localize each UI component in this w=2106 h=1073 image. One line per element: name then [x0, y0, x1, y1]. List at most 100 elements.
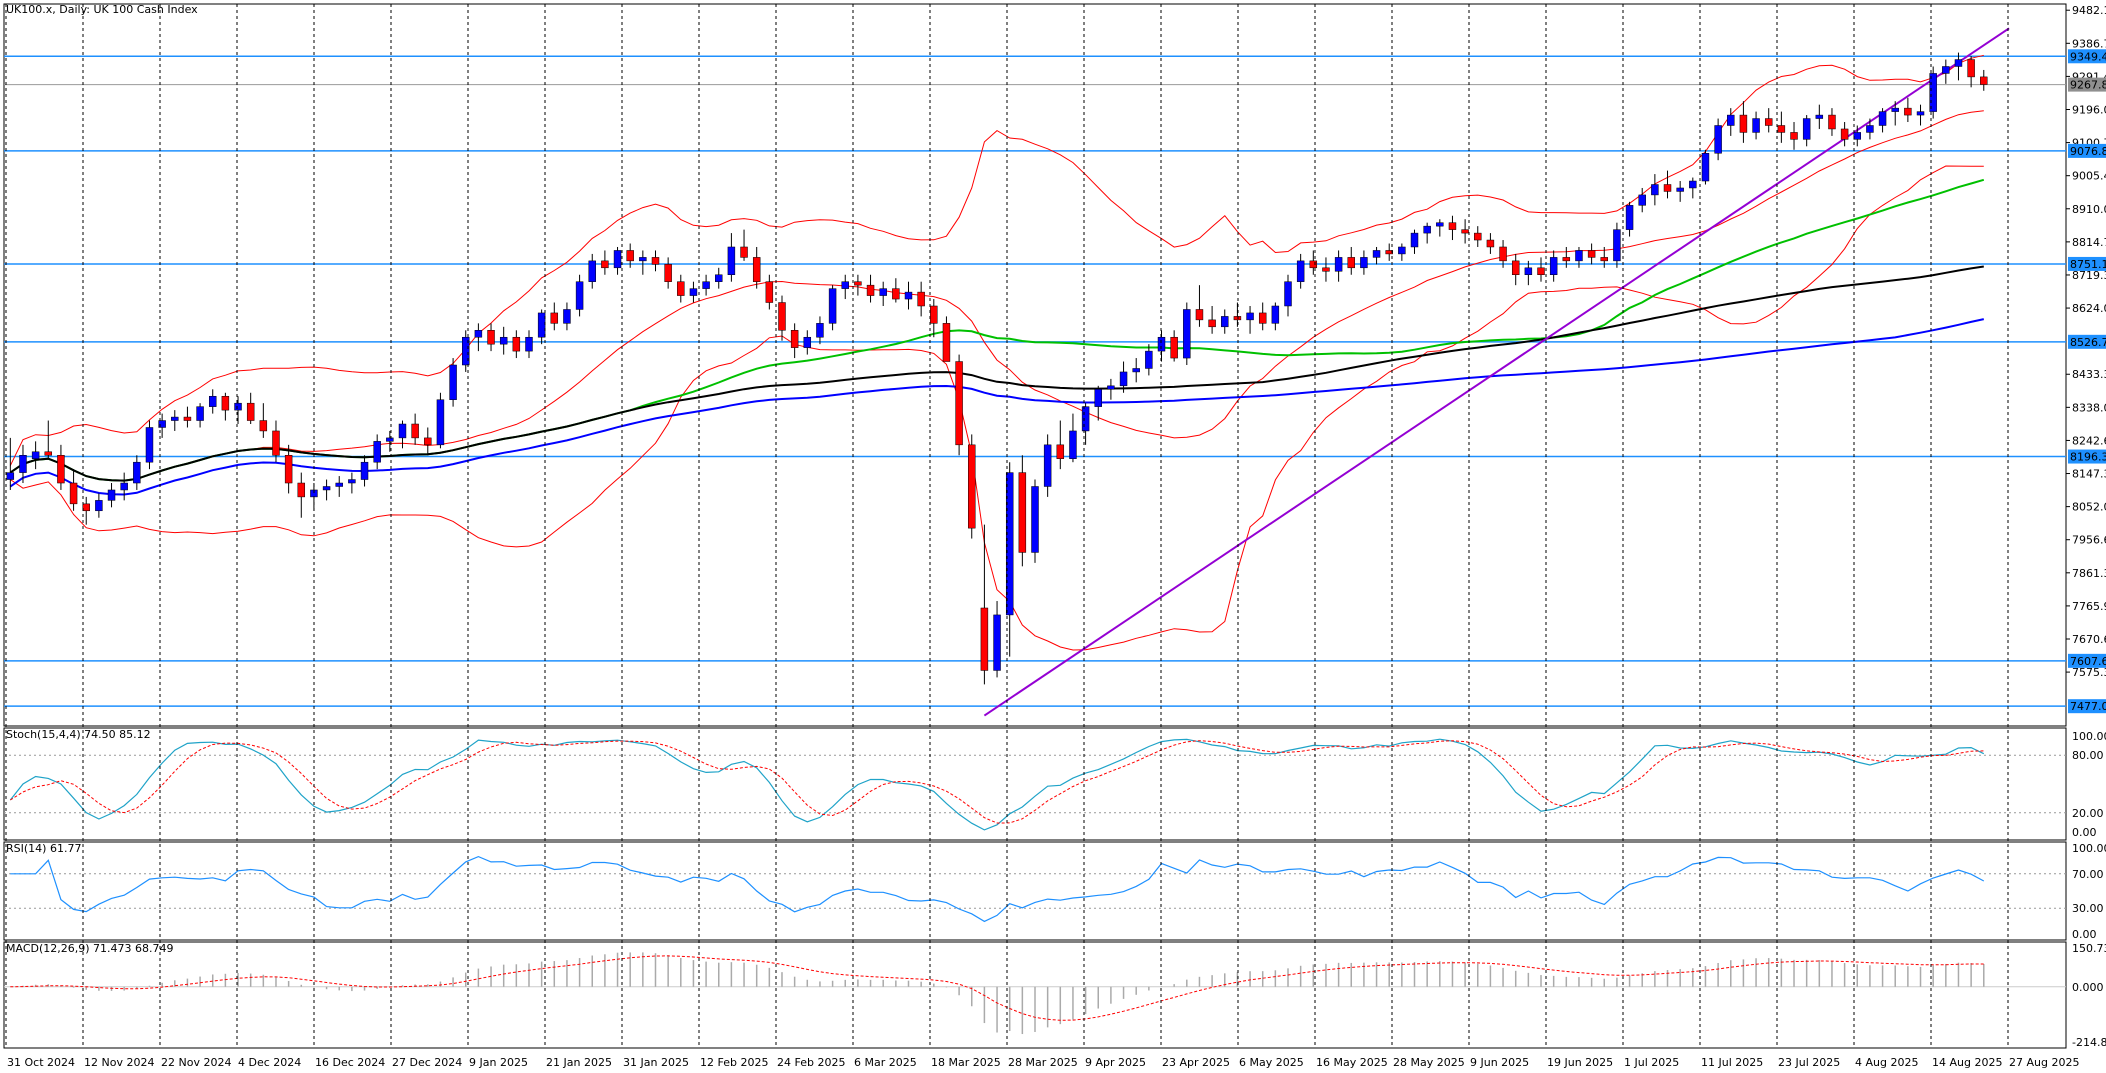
candle-body [1221, 316, 1229, 328]
candle-body [1410, 232, 1419, 248]
candle-body [171, 416, 179, 421]
candle-body [1524, 267, 1533, 275]
candle-body [31, 451, 40, 459]
level-price-label: 8751.14 [2070, 258, 2106, 271]
candle-body [386, 437, 394, 442]
current-price-label: 9267.80 [2070, 79, 2106, 92]
level-price-label: 7477.09 [2070, 700, 2106, 713]
candle-body [854, 281, 862, 286]
bollinger-middle-line [10, 110, 1984, 482]
candle-body [1562, 257, 1571, 262]
candle-body [702, 281, 710, 289]
candle-body [1208, 319, 1216, 328]
candle-body [1258, 312, 1267, 324]
x-tick-label: 16 Dec 2024 [315, 1056, 385, 1069]
candle-body [1157, 336, 1166, 352]
candle-body [1309, 260, 1318, 269]
candle-body [196, 406, 204, 421]
price-pane[interactable] [3, 3, 2067, 727]
stoch-tick-label: 0.00 [2072, 826, 2097, 839]
candle-body [1334, 257, 1343, 272]
price-tick-label: 9005.40 [2072, 170, 2106, 183]
candle-body [449, 364, 457, 400]
rsi-tick-label: 30.00 [2072, 902, 2104, 915]
candle-body [525, 336, 533, 352]
price-tick-label: 7861.32 [2072, 567, 2106, 580]
candle-body [955, 361, 963, 446]
candle-body [1119, 371, 1128, 387]
candle-body [1107, 385, 1115, 390]
candle-body [1929, 73, 1937, 112]
candle-body [284, 455, 293, 484]
candle-body [1676, 187, 1684, 192]
candle-body [752, 257, 761, 282]
candle-body [1764, 118, 1773, 126]
candle-body [499, 336, 508, 345]
x-tick-label: 6 May 2025 [1239, 1056, 1304, 1069]
candle-body [1600, 257, 1608, 262]
price-tick-label: 8433.36 [2072, 368, 2106, 381]
candle-body [1980, 76, 1988, 85]
candle-body [980, 607, 989, 671]
candle-body [1183, 309, 1191, 359]
stoch-tick-label: 80.00 [2072, 749, 2104, 762]
price-tick-label: 8719.38 [2072, 269, 2106, 282]
candle-body [1638, 194, 1646, 206]
price-tick-label: 9196.08 [2072, 103, 2106, 116]
rsi-pane[interactable] [3, 841, 2067, 941]
candle-body [19, 455, 27, 473]
x-tick-label: 28 May 2025 [1393, 1056, 1465, 1069]
x-tick-label: 6 Mar 2025 [854, 1056, 917, 1069]
level-price-box [2068, 449, 2106, 464]
candle-body [1777, 125, 1786, 133]
candle-body [1145, 350, 1153, 369]
candle-body [550, 312, 559, 324]
x-tick-label: 27 Dec 2024 [392, 1056, 462, 1069]
x-tick-label: 31 Oct 2024 [7, 1056, 75, 1069]
candle-body [221, 395, 230, 411]
price-tick-label: 9482.10 [2072, 4, 2106, 17]
candle-body [487, 330, 495, 345]
candle-body [866, 284, 875, 296]
candle-body [1537, 267, 1545, 275]
price-tick-label: 7670.64 [2072, 633, 2106, 646]
candle-body [904, 291, 913, 300]
candle-body [1056, 444, 1065, 459]
rsi-label: RSI(14) 61.77 [6, 842, 81, 855]
candle-body [348, 479, 356, 484]
candle-body [917, 291, 925, 307]
ma-blue-line [9, 318, 1985, 496]
level-price-box [2068, 49, 2106, 64]
bollinger-lower-line [10, 165, 1984, 651]
candle-body [1663, 184, 1672, 192]
candle-body [1815, 114, 1824, 119]
candle-body [398, 423, 407, 439]
candle-body [1575, 250, 1583, 262]
macd-border [3, 941, 2067, 1049]
candle-body [563, 309, 571, 324]
level-price-box [2068, 334, 2106, 349]
stoch-border [3, 727, 2067, 841]
candle-body [297, 482, 306, 498]
x-tick-label: 22 Nov 2024 [161, 1056, 231, 1069]
level-price-label: 8526.79 [2070, 336, 2106, 349]
ma-black-line [9, 265, 1984, 482]
candle-body [1322, 267, 1330, 272]
candle-body [1170, 336, 1178, 359]
x-tick-label: 18 Mar 2025 [931, 1056, 1001, 1069]
price-tick-label: 8242.68 [2072, 434, 2106, 447]
rsi-border [3, 841, 2067, 941]
candle-body [1689, 180, 1697, 189]
price-tick-label: 7765.98 [2072, 600, 2106, 613]
stochastic-pane[interactable] [3, 727, 2067, 841]
candle-body [1347, 257, 1355, 269]
candle-body [841, 281, 849, 289]
x-tick-label: 28 Mar 2025 [1008, 1056, 1078, 1069]
candle-body [1233, 316, 1242, 321]
macd-pane[interactable] [3, 941, 2067, 1049]
candle-body [1398, 246, 1406, 255]
candle-body [1043, 444, 1052, 487]
level-price-label: 9349.40 [2070, 50, 2106, 63]
candle-body [626, 250, 634, 262]
